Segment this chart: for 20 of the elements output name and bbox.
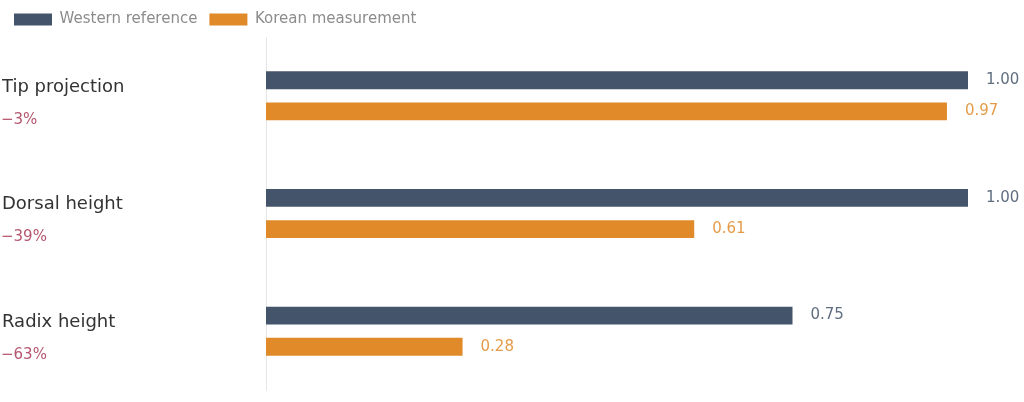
bar [266,306,793,325]
text: −39% [1,227,47,246]
bar [266,189,968,207]
legend-label: Western reference [59,9,198,28]
data-label: 0.75 [810,305,844,324]
bar [266,337,463,356]
bar [266,220,695,238]
text: −3% [1,109,38,128]
y-tick-label: Dorsal height [2,192,123,214]
data-label: 1.00 [986,187,1020,206]
y-tick-label: Tip projection [1,74,125,96]
data-label: 1.00 [986,70,1020,89]
text: −63% [1,345,47,364]
bar [266,102,947,121]
bar [266,71,968,90]
data-label: 0.61 [712,218,746,237]
y-tick-label: Radix height [2,309,116,331]
data-label: 0.28 [480,336,514,355]
legend-label: Korean measurement [254,9,417,28]
data-label: 0.97 [964,101,999,120]
